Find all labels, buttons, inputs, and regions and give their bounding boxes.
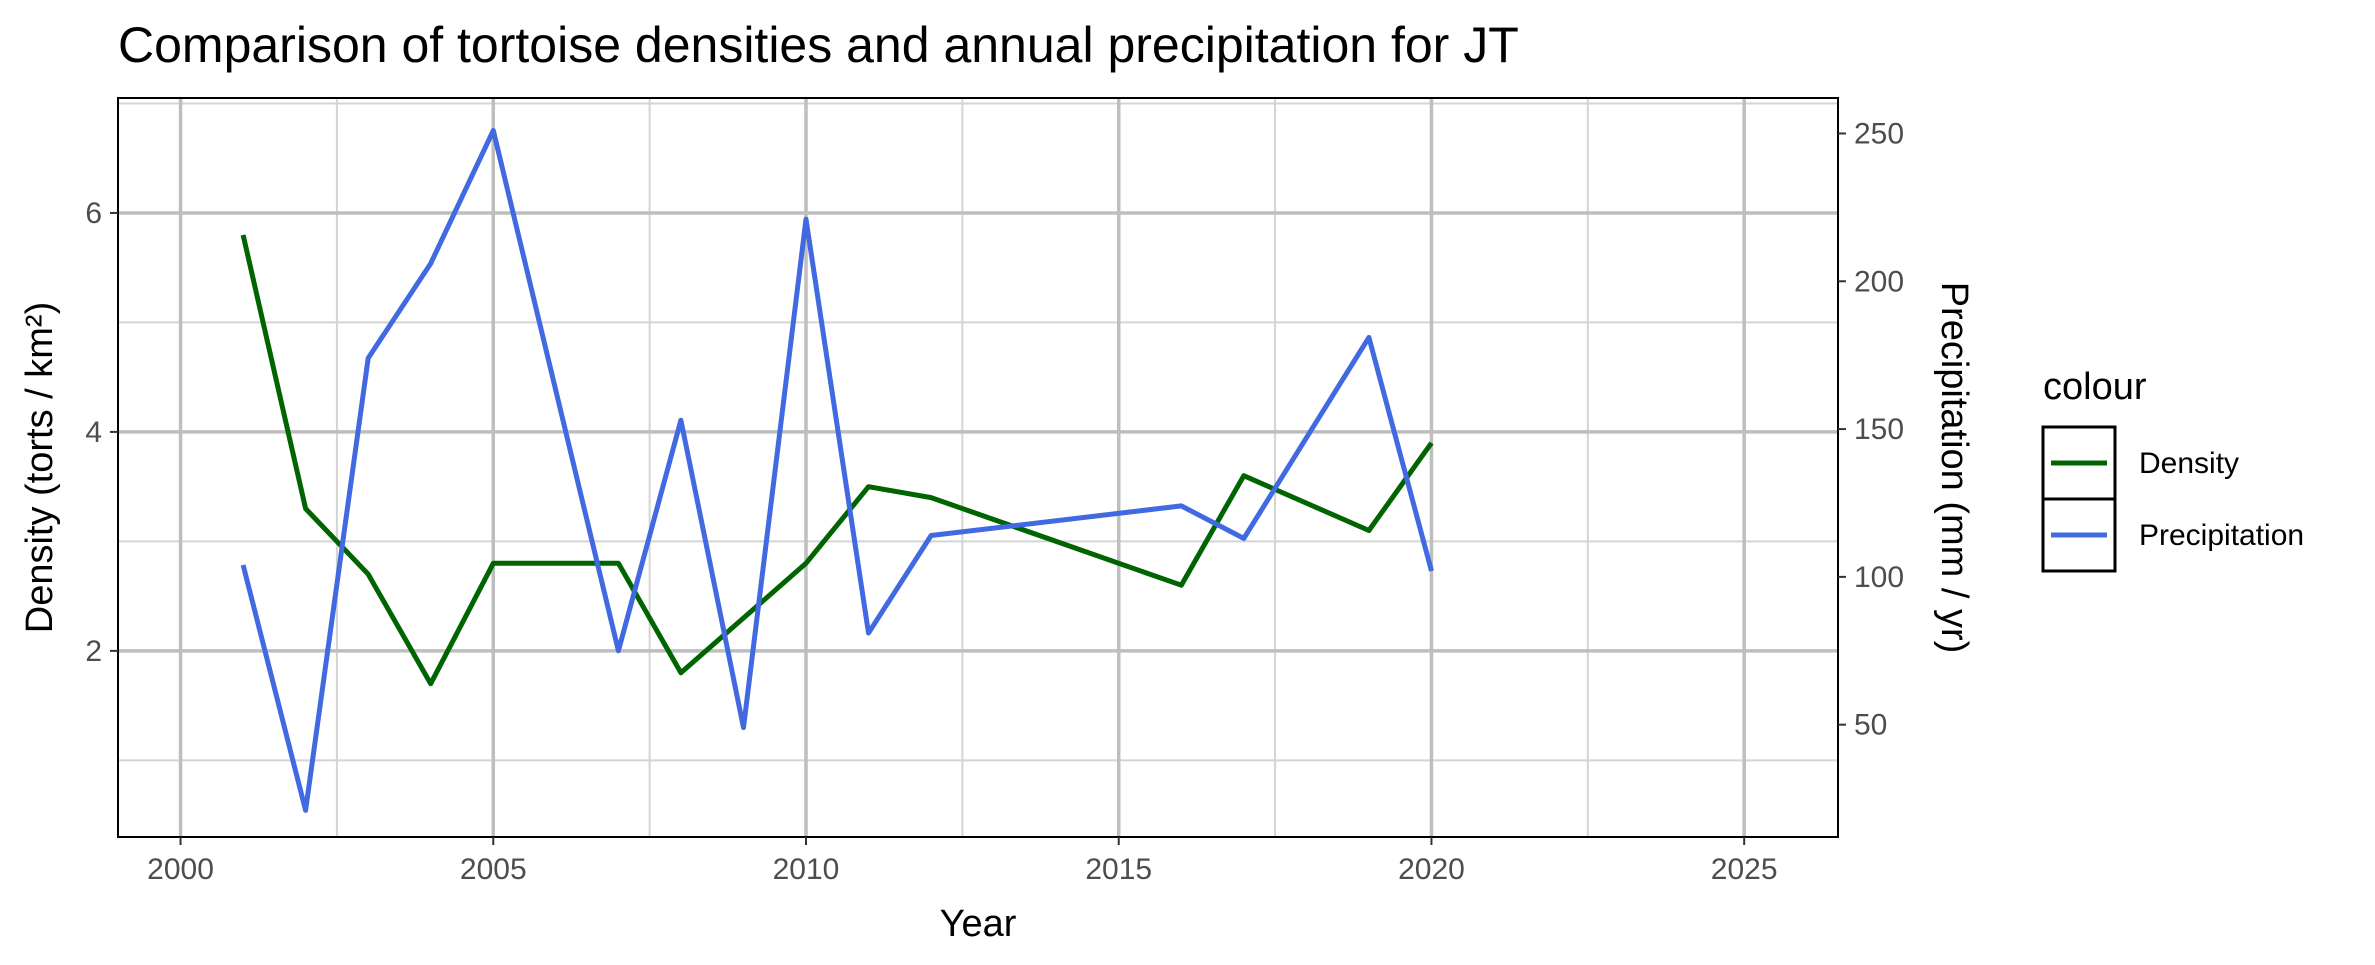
grid-minor — [118, 98, 1838, 837]
series-line-precipitation — [240, 128, 1434, 813]
legend-label-precipitation: Precipitation — [2139, 519, 2304, 552]
y-axis-title-right: Precipitation (mm / yr) — [1933, 282, 1975, 654]
x-tick-label: 2000 — [147, 853, 214, 886]
x-axis-title: Year — [940, 903, 1017, 945]
y2-tick-label: 100 — [1854, 561, 1904, 594]
y2-tick-label: 50 — [1854, 709, 1887, 742]
legend-title: colour — [2043, 366, 2147, 408]
y-axis-left: 2 4 6 — [85, 197, 118, 668]
chart-title: Comparison of tortoise densities and ann… — [118, 17, 1519, 73]
x-tick-label: 2005 — [460, 853, 527, 886]
y-tick-label: 2 — [85, 635, 102, 668]
x-axis: 2000 2005 2010 2015 2020 2025 — [147, 837, 1778, 886]
x-tick-label: 2020 — [1398, 853, 1465, 886]
y-tick-label: 6 — [85, 197, 102, 230]
legend: colour Density Precipitation — [2041, 366, 2304, 573]
series-line-density — [240, 234, 1434, 687]
y-axis-right: 50 100 150 200 250 — [1838, 117, 1904, 742]
y2-tick-label: 250 — [1854, 117, 1904, 150]
panel-border — [117, 97, 1839, 838]
y2-tick-label: 150 — [1854, 413, 1904, 446]
legend-label-density: Density — [2139, 447, 2239, 480]
series-layer — [240, 128, 1434, 813]
y-tick-label: 4 — [85, 416, 102, 449]
y2-tick-label: 200 — [1854, 265, 1904, 298]
x-tick-label: 2025 — [1711, 853, 1778, 886]
y-axis-title-left: Density (torts / km²) — [19, 302, 61, 633]
x-tick-label: 2010 — [773, 853, 840, 886]
x-tick-label: 2015 — [1085, 853, 1152, 886]
